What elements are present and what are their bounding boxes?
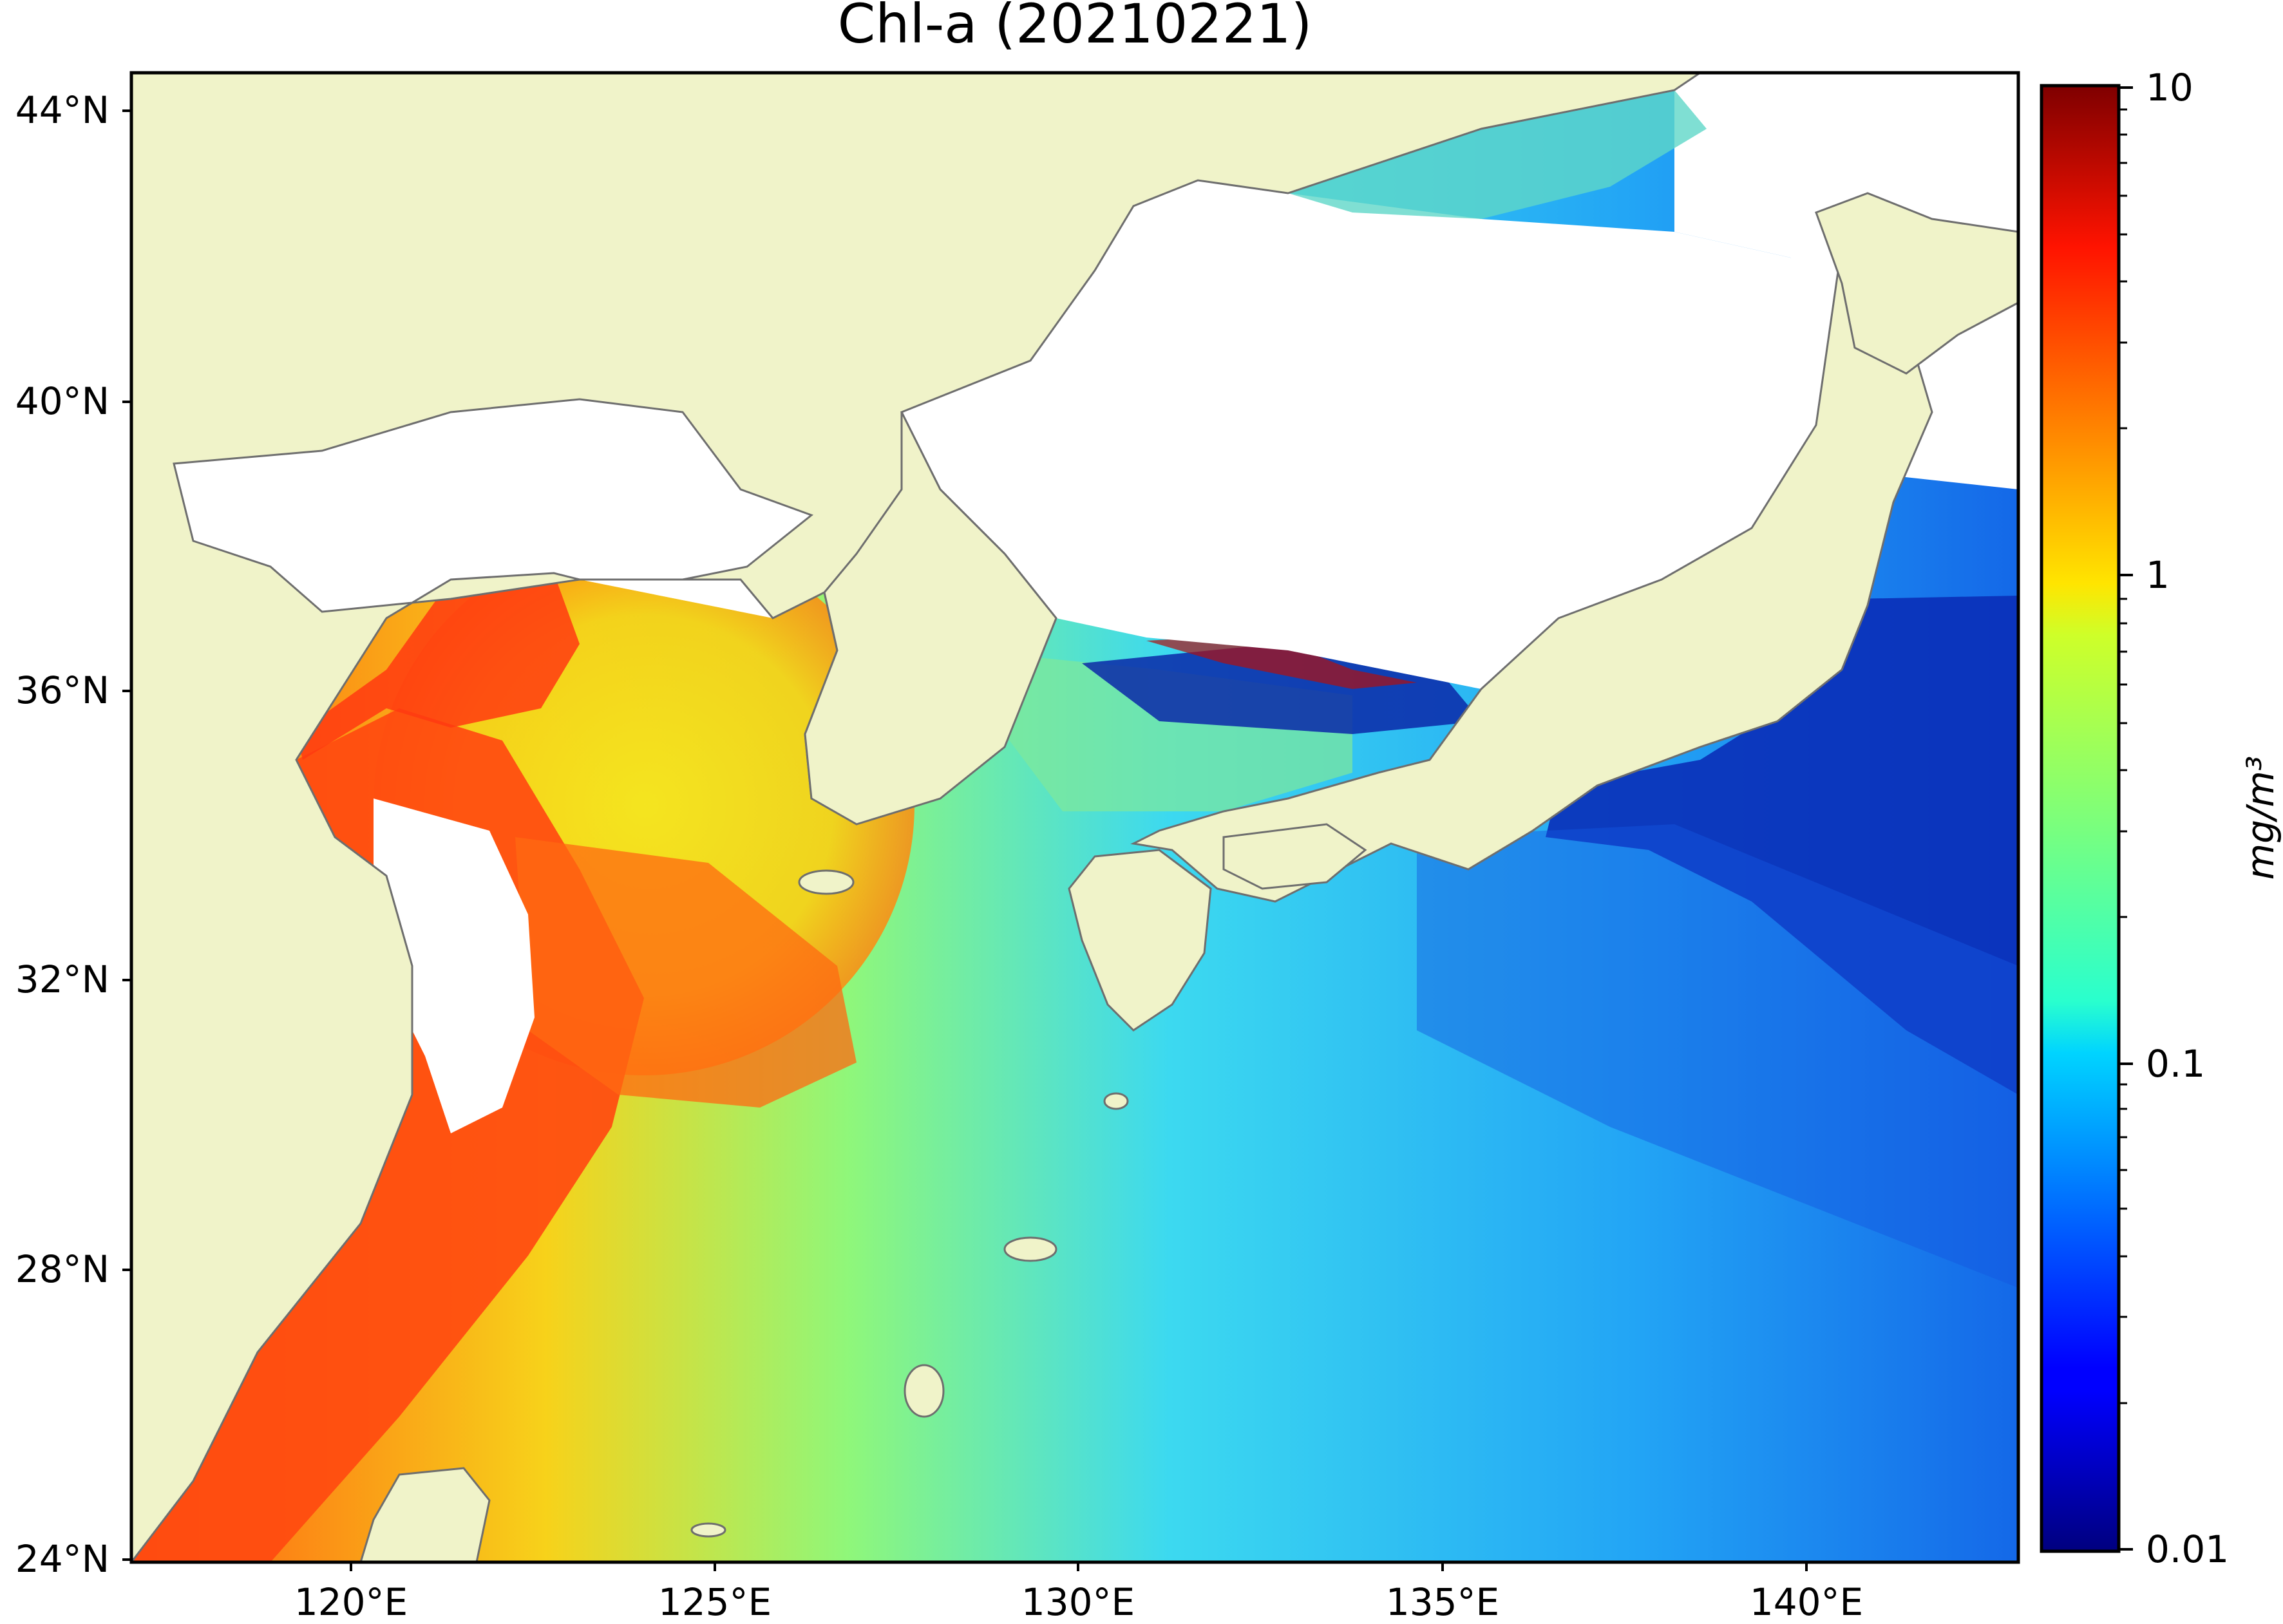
lat-tick-label: 40°N — [15, 379, 109, 423]
east-sea-no-data — [902, 180, 1829, 689]
bohai-no-data — [174, 399, 837, 618]
east-sea-south-band — [1082, 644, 1481, 734]
colorbar-tick-label: 10 — [2146, 66, 2193, 109]
lat-tick-label: 24°N — [15, 1537, 109, 1581]
yangtze-delta-no-data — [374, 798, 535, 1133]
pacific-low-chl-region — [1546, 596, 2018, 1095]
small-island — [690, 1522, 726, 1538]
lon-tick-label: 140°E — [1750, 1580, 1863, 1624]
north-strip-data — [1288, 90, 1707, 219]
map-title: Chl-a (20210221) — [838, 0, 1312, 55]
longitude-axis: 120°E 125°E 130°E 135°E 140°E — [294, 1562, 1863, 1624]
hokkaido-island — [1815, 192, 2018, 375]
colorbar: 10 1 0.1 0.01 mg/m³ — [2040, 66, 2282, 1571]
lat-tick-label: 28°N — [15, 1247, 109, 1291]
map-panel — [131, 73, 2018, 1562]
colorbar-tick-label: 0.1 — [2146, 1042, 2205, 1086]
okinawa-island — [904, 1364, 945, 1418]
lat-tick-label: 36°N — [15, 668, 109, 712]
korean-peninsula — [804, 411, 1057, 826]
lat-tick-label: 32°N — [15, 958, 109, 1001]
east-sea-red-fringe — [1146, 634, 1417, 689]
taiwan-island — [359, 1467, 491, 1562]
shikoku-island — [1222, 823, 1367, 890]
land-masses — [131, 73, 2018, 1562]
colorbar-gradient — [2040, 84, 2121, 1553]
colorbar-unit-label: mg/m³ — [2239, 756, 2282, 880]
lat-tick-label: 44°N — [15, 88, 109, 132]
amami-island — [1003, 1236, 1057, 1262]
jeju-island — [798, 869, 855, 895]
colorbar-tick-label: 0.01 — [2146, 1527, 2229, 1571]
kyushu-island — [1068, 849, 1212, 1032]
colorbar-tick-label: 1 — [2146, 553, 2170, 597]
shandong-coast-red — [296, 573, 580, 760]
yakushima-island — [1103, 1092, 1129, 1110]
pacific-blue-patch — [1417, 824, 2018, 1288]
lon-tick-label: 135°E — [1386, 1580, 1499, 1624]
lon-tick-label: 125°E — [658, 1580, 772, 1624]
lon-tick-label: 130°E — [1021, 1580, 1135, 1624]
map-frame — [129, 71, 2020, 1564]
lon-tick-label: 120°E — [294, 1580, 408, 1624]
east-china-sea-orange — [515, 837, 857, 1108]
latitude-axis: 44°N 40°N 36°N 32°N 28°N 24°N — [15, 88, 131, 1581]
